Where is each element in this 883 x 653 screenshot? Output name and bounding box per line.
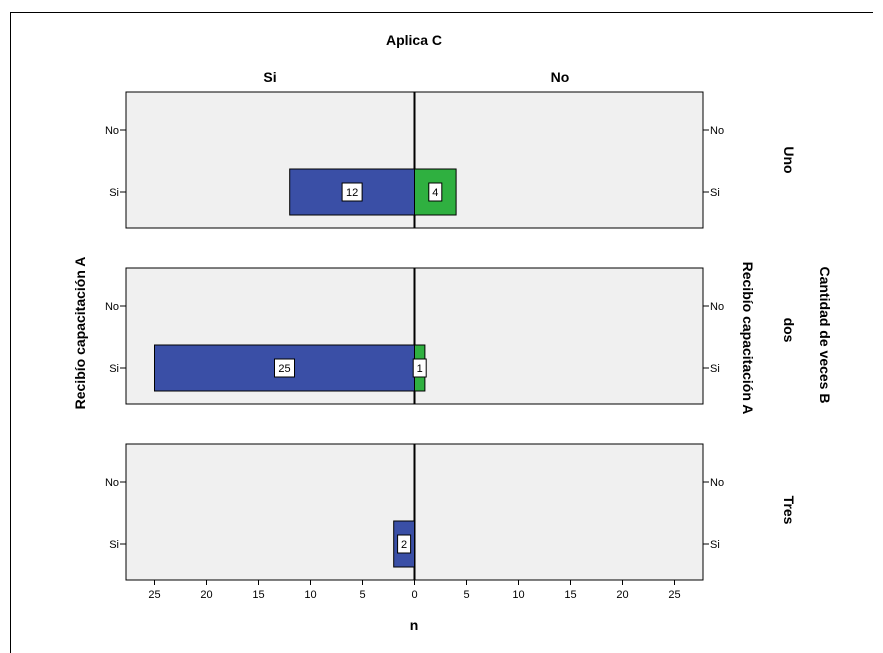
y-tick-label-left: No: [105, 125, 119, 137]
x-tick-label: 5: [463, 589, 469, 601]
x-tick-label: 20: [616, 589, 628, 601]
data-label-box: [341, 182, 363, 202]
x-tick-label: 25: [148, 589, 160, 601]
panel-tres: No No Si Si 2: [105, 443, 724, 581]
y-tick-label-right: Si: [710, 187, 720, 199]
x-tick-label: 10: [512, 589, 524, 601]
x-tick-label: 15: [252, 589, 264, 601]
x-tick-label: 0: [411, 589, 417, 601]
data-label-box: [412, 358, 427, 378]
y-tick-label-right: Si: [710, 363, 720, 375]
x-tick-label: 25: [668, 589, 680, 601]
x-tick-label: 10: [304, 589, 316, 601]
y-tick-label-left: No: [105, 301, 119, 313]
data-label-box: [397, 534, 412, 554]
x-axis-label: n: [410, 617, 419, 633]
column-facet-no: No: [551, 69, 570, 85]
y-tick-label-left: Si: [109, 187, 119, 199]
data-label: 4: [432, 187, 438, 199]
x-axis: 25 20 15 10 5 0 5 10 15 20 25: [148, 580, 681, 601]
chart-title: Aplica C: [386, 32, 442, 48]
y-tick-label-right: No: [710, 477, 724, 489]
data-label: 1: [417, 363, 423, 375]
y-tick-label-left: No: [105, 477, 119, 489]
bar-si: [154, 344, 415, 392]
column-facet-si: Si: [263, 69, 276, 85]
row-facet-dos: dos: [781, 318, 797, 343]
y-tick-label-left: Si: [109, 539, 119, 551]
data-label: 2: [401, 539, 407, 551]
y-tick-label-right: Si: [710, 539, 720, 551]
x-tick-label: 20: [200, 589, 212, 601]
panel-dos: No No Si Si 25 1: [105, 267, 724, 405]
x-tick-label: 15: [564, 589, 576, 601]
y-tick-label-right: No: [710, 125, 724, 137]
row-facet-uno: Uno: [781, 146, 797, 173]
y-axis-label-left: Recibío capacitación A: [72, 257, 88, 410]
data-label-box: [428, 182, 443, 202]
row-facet-title: Cantidad de veces B: [817, 267, 833, 404]
panels-layer: No No Si Si 12 4 No No Si Si 25 1 No No Si Si 2: [105, 91, 724, 581]
row-facet-tres: Tres: [781, 496, 797, 525]
y-axis-label-right: Recibío capacitación A: [740, 262, 756, 415]
panel-uno: No No Si Si 12 4: [105, 91, 724, 229]
y-tick-label-left: Si: [109, 363, 119, 375]
data-label: 12: [346, 187, 358, 199]
y-tick-label-right: No: [710, 301, 724, 313]
x-tick-label: 5: [359, 589, 365, 601]
data-label: 25: [278, 363, 290, 375]
data-label-box: [274, 358, 295, 378]
